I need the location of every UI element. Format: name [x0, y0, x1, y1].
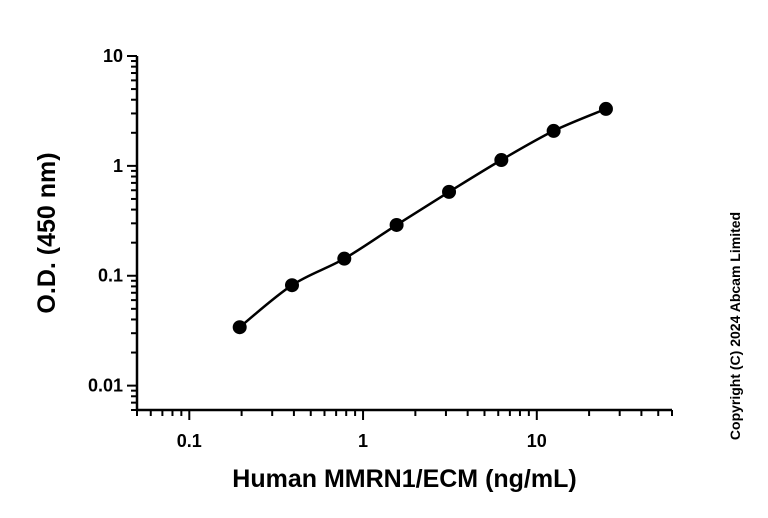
y-tick-label: 0.01	[88, 376, 123, 396]
y-tick-label: 0.1	[98, 266, 123, 286]
x-tick-label: 0.1	[177, 431, 202, 451]
x-axis: 0.1 1 10	[136, 408, 673, 451]
data-points	[232, 101, 613, 335]
y-axis-title: O.D. (450 nm)	[33, 152, 61, 313]
copyright-note: Copyright (C) 2024 Abcam Limited	[727, 212, 743, 440]
data-point	[598, 101, 613, 116]
y-axis: 0.01 0.1 1 10	[88, 46, 139, 411]
y-tick-label: 1	[113, 156, 123, 176]
fit-curve	[238, 107, 607, 329]
y-tick-label: 10	[103, 46, 123, 66]
data-point	[546, 123, 561, 138]
x-axis-title: Human MMRN1/ECM (ng/mL)	[232, 465, 576, 493]
x-tick-label: 10	[527, 431, 547, 451]
fit-curve-layer	[238, 107, 607, 329]
x-tick-label: 1	[358, 431, 368, 451]
data-point	[232, 320, 247, 335]
data-point	[284, 278, 299, 293]
data-point	[337, 251, 352, 266]
data-point	[442, 184, 457, 199]
data-point	[389, 217, 404, 232]
data-point	[494, 153, 509, 168]
